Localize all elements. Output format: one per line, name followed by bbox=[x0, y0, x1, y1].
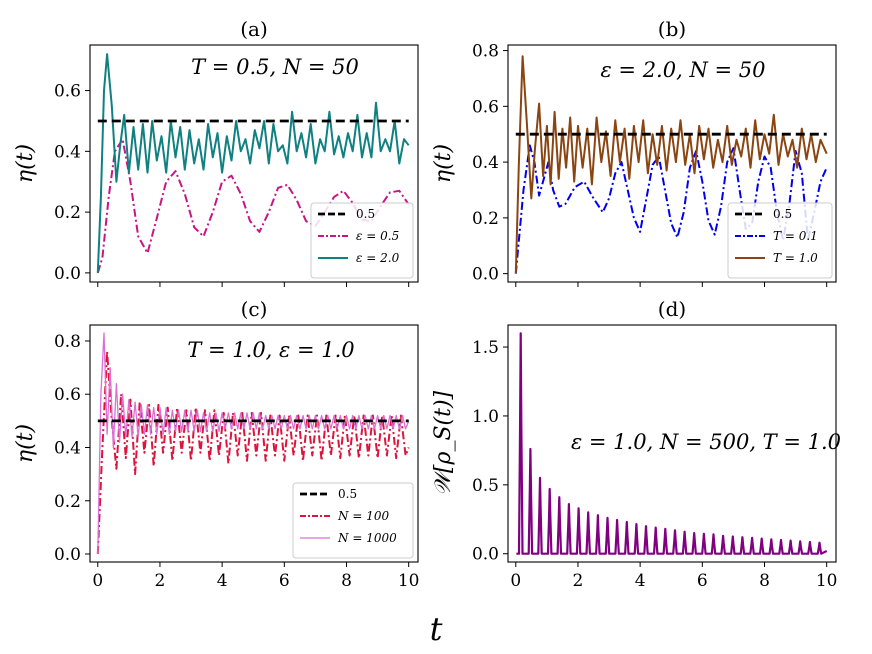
x-tick-label: 0 bbox=[510, 571, 521, 591]
legend: 0.5 ε = 0.5 ε = 2.0 bbox=[310, 202, 414, 279]
x-tick-label: 4 bbox=[217, 571, 228, 591]
y-tick-label: 0.6 bbox=[472, 97, 499, 117]
legend-label: 0.5 bbox=[773, 207, 792, 221]
shared-x-axis-label: t bbox=[430, 610, 443, 648]
axes-frame bbox=[89, 324, 419, 563]
y-axis-label: η(t) bbox=[13, 144, 38, 183]
panel-annotation: ε = 1.0, N = 500, T = 1.0 bbox=[571, 430, 841, 454]
y-tick-label: 0.4 bbox=[54, 438, 81, 458]
y-tick-label: 1.5 bbox=[472, 338, 499, 358]
legend-label: 0.5 bbox=[338, 487, 357, 501]
panel-c: 0 2 4 6 8 10 0.0 0.2 0.4 0.6 0.8 (c) η(t) T = 1.0, ε … bbox=[13, 297, 419, 591]
panel-annotation: T = 1.0, ε = 1.0 bbox=[187, 338, 354, 362]
legend-label: N = 100 bbox=[337, 509, 389, 523]
legend-label: 0.5 bbox=[356, 207, 375, 221]
panel-title: (c) bbox=[241, 297, 268, 321]
series-line-0 bbox=[516, 332, 828, 555]
y-tick-label: 0.4 bbox=[54, 142, 81, 162]
legend-label: T = 1.0 bbox=[773, 251, 818, 265]
x-tick-label: 10 bbox=[398, 571, 420, 591]
legend-label: T = 0.1 bbox=[773, 229, 818, 243]
legend: 0.5 T = 0.1 T = 1.0 bbox=[727, 202, 833, 279]
x-tick-label: 8 bbox=[759, 571, 770, 591]
panel-title: (d) bbox=[658, 297, 686, 321]
y-axis-label: η(t) bbox=[13, 424, 38, 463]
panel-title: (b) bbox=[658, 17, 686, 41]
y-tick-label: 0.0 bbox=[472, 545, 499, 565]
y-tick-label: 0.5 bbox=[472, 476, 499, 496]
y-tick-label: 1.0 bbox=[472, 407, 499, 427]
y-tick-label: 0.2 bbox=[54, 492, 81, 512]
panel-title: (a) bbox=[240, 17, 268, 41]
series-line-2 bbox=[97, 332, 410, 555]
y-tick-label: 0.6 bbox=[54, 82, 81, 102]
panel-a: 0.0 0.2 0.4 0.6 (a) η(t) T = 0.5, N = 50 0.5 ε =… bbox=[13, 17, 419, 287]
axes-frame bbox=[89, 44, 419, 283]
x-tick-label: 6 bbox=[279, 571, 290, 591]
x-tick-label: 0 bbox=[92, 571, 103, 591]
series-line-1 bbox=[96, 350, 410, 555]
legend-label: ε = 0.5 bbox=[356, 229, 399, 243]
y-tick-label: 0.8 bbox=[472, 42, 499, 62]
y-tick-label: 0.4 bbox=[472, 153, 499, 173]
x-tick-label: 6 bbox=[697, 571, 708, 591]
legend: 0.5 N = 100 N = 1000 bbox=[292, 482, 414, 559]
x-tick-label: 4 bbox=[635, 571, 646, 591]
y-axis-label: 𝒲[ρ_S(t)] bbox=[431, 390, 456, 496]
panel-d: 0 2 4 6 8 10 0.0 0.5 1.0 1.5 (d) 𝒲[ρ_S(t)] ε = 1.0, … bbox=[431, 297, 841, 591]
panel-b: 0.0 0.2 0.4 0.6 0.8 (b) η(t) ε = 2.0, N = 50 0.5… bbox=[431, 17, 837, 287]
series-line-2 bbox=[96, 53, 410, 273]
y-tick-label: 0.2 bbox=[54, 203, 81, 223]
x-tick-label: 8 bbox=[341, 571, 352, 591]
legend-box bbox=[727, 202, 833, 279]
x-tick-label: 10 bbox=[816, 571, 838, 591]
axes-frame bbox=[507, 324, 837, 563]
x-tick-label: 2 bbox=[155, 571, 166, 591]
series-group bbox=[96, 332, 410, 555]
panel-annotation: ε = 2.0, N = 50 bbox=[600, 58, 765, 82]
legend-label: N = 1000 bbox=[337, 531, 397, 545]
legend-box bbox=[310, 202, 414, 279]
y-tick-label: 0.6 bbox=[54, 385, 81, 405]
y-tick-label: 0.0 bbox=[54, 264, 81, 284]
y-tick-label: 0.8 bbox=[54, 332, 81, 352]
y-tick-label: 0.2 bbox=[472, 209, 499, 229]
panel-annotation: T = 0.5, N = 50 bbox=[191, 55, 359, 79]
x-tick-label: 2 bbox=[573, 571, 584, 591]
y-tick-label: 0.0 bbox=[54, 545, 81, 565]
y-axis-label: η(t) bbox=[431, 144, 456, 183]
series-group bbox=[516, 332, 828, 555]
legend-box bbox=[292, 482, 414, 559]
y-tick-label: 0.0 bbox=[472, 265, 499, 285]
axes-frame bbox=[507, 44, 837, 283]
legend-label: ε = 2.0 bbox=[356, 251, 400, 265]
